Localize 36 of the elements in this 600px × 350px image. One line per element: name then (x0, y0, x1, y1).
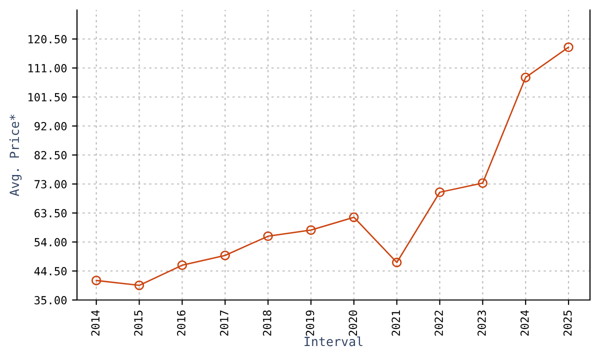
y-tick-label: 63.50 (34, 209, 67, 218)
x-tick-label: 2019 (306, 310, 314, 336)
point (392, 258, 402, 268)
y-tick-label: 111.00 (28, 64, 67, 72)
point (91, 276, 102, 286)
point (263, 231, 273, 242)
y-tick-label: 120.50 (28, 35, 67, 44)
x-tick-label: 2014 (91, 310, 100, 336)
y-tick-label: 44.50 (34, 267, 67, 276)
x-tick-label: 2022 (434, 310, 443, 336)
point (520, 72, 530, 82)
x-tick-label: 2025 (563, 310, 572, 336)
point (177, 260, 188, 270)
y-tick-label: 82.50 (34, 151, 67, 160)
point (220, 250, 230, 260)
x-tick-label: 2017 (220, 310, 228, 336)
x-axis-title: Interval (304, 336, 362, 346)
point (564, 42, 574, 52)
x-tick-label: 2023 (478, 310, 486, 336)
y-tick-label: 73.00 (34, 180, 67, 188)
x-tick-label: 2015 (134, 310, 142, 336)
point (478, 178, 488, 188)
point (134, 280, 144, 290)
y-tick-label: 35.00 (34, 296, 67, 304)
point (306, 225, 316, 235)
x-tick-label: 2020 (348, 310, 358, 336)
x-tick-label: 2016 (177, 310, 186, 336)
y-tick-label: 92.00 (34, 122, 67, 130)
point (349, 212, 359, 222)
y-tick-label: 101.50 (28, 93, 67, 102)
x-tick-label: 2018 (262, 310, 272, 336)
y-tick-label: 54.00 (34, 238, 67, 246)
x-tick-label: 2024 (520, 310, 529, 336)
y-axis-title: Avg. Price* (9, 114, 22, 196)
x-tick-label: 2021 (392, 310, 400, 336)
point (434, 187, 445, 198)
